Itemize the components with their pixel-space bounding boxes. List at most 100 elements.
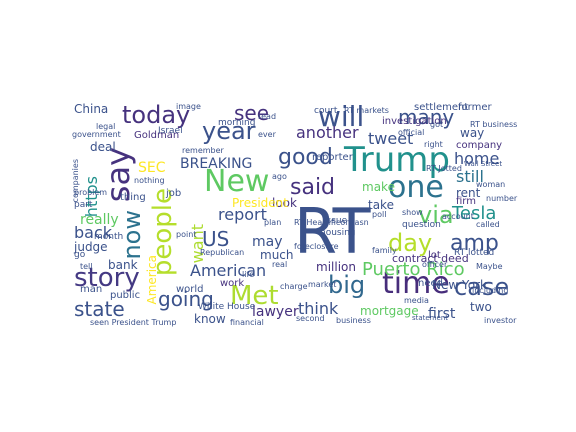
word-cloud-word: take bbox=[368, 198, 394, 212]
word-cloud-word: nothing bbox=[134, 176, 165, 185]
word-cloud-word: judge bbox=[74, 240, 108, 254]
word-cloud-word: story bbox=[74, 263, 140, 293]
word-cloud-word: remember bbox=[182, 146, 224, 155]
word-cloud-word: thing bbox=[120, 192, 146, 203]
word-cloud-word: show bbox=[402, 208, 423, 217]
word-cloud-word: second bbox=[296, 314, 325, 323]
word-cloud-word: settlement bbox=[414, 102, 469, 113]
word-cloud-word: Wall Street bbox=[464, 160, 503, 168]
word-cloud: RT Trump New say will one time people story today… bbox=[72, 101, 518, 327]
word-cloud-word: really bbox=[80, 212, 119, 228]
word-cloud-word: tweet bbox=[368, 129, 414, 148]
word-cloud-word: work bbox=[220, 278, 245, 289]
word-cloud-word: media bbox=[404, 296, 429, 305]
word-cloud-word: time bbox=[382, 266, 450, 301]
word-cloud-word: state bbox=[74, 297, 125, 321]
word-cloud-word: business bbox=[336, 316, 371, 325]
word-cloud-word: former bbox=[458, 102, 492, 113]
word-cloud-word: family bbox=[372, 246, 397, 255]
word-cloud-word: called bbox=[476, 220, 500, 229]
word-cloud-word: charge bbox=[280, 282, 308, 291]
word-cloud-word: Maybe bbox=[476, 262, 503, 271]
word-cloud-word: going bbox=[158, 287, 214, 311]
word-cloud-word: image bbox=[176, 102, 201, 111]
word-cloud-word: RT bbox=[294, 195, 371, 268]
word-cloud-word: Goldman bbox=[134, 130, 180, 141]
word-cloud-word: firm bbox=[456, 196, 476, 207]
word-cloud-word: lawyer bbox=[252, 304, 299, 320]
word-cloud-word: plan bbox=[264, 218, 282, 227]
word-cloud-word: read bbox=[258, 112, 277, 121]
word-cloud-word: RT lotted bbox=[454, 248, 495, 258]
word-cloud-word: report bbox=[218, 205, 267, 224]
word-cloud-word: one bbox=[388, 170, 444, 205]
word-cloud-word: government bbox=[72, 130, 121, 139]
word-cloud-word: world bbox=[176, 284, 204, 295]
word-cloud-word: New bbox=[204, 164, 270, 199]
word-cloud-word: month bbox=[94, 232, 124, 242]
word-cloud-word: mortgage bbox=[360, 304, 419, 318]
word-cloud-word: Trump bbox=[344, 140, 451, 180]
word-cloud-word: make bbox=[362, 180, 395, 194]
word-cloud-word: reporter bbox=[312, 152, 353, 163]
word-cloud-word: account bbox=[442, 212, 474, 221]
word-cloud-word: bank bbox=[108, 258, 138, 272]
word-cloud-word: President bbox=[232, 196, 288, 210]
word-cloud-word: think bbox=[298, 299, 339, 318]
word-cloud-word: big bbox=[328, 271, 366, 299]
word-cloud-word: way bbox=[460, 126, 485, 140]
word-cloud-word: problem bbox=[74, 188, 108, 197]
word-cloud-word: investor bbox=[484, 316, 517, 325]
word-cloud-word: financial bbox=[230, 318, 264, 327]
word-cloud-word: tell bbox=[80, 262, 93, 271]
word-cloud-word: rent bbox=[456, 186, 481, 200]
word-cloud-word: said bbox=[290, 175, 336, 200]
word-cloud-word: Republican bbox=[200, 248, 245, 257]
word-cloud-word: know bbox=[194, 312, 226, 326]
word-cloud-word: see bbox=[234, 101, 270, 125]
word-cloud-word: year bbox=[202, 117, 256, 145]
word-cloud-word: now bbox=[118, 209, 146, 260]
word-cloud-word: wasn bbox=[348, 218, 369, 227]
word-cloud-word: got bbox=[430, 120, 444, 129]
word-cloud-word: number bbox=[486, 194, 518, 203]
word-cloud-word: Met bbox=[230, 281, 279, 311]
word-cloud-word: woman bbox=[476, 180, 506, 189]
word-cloud-word: million bbox=[316, 260, 356, 274]
word-cloud-word: poll bbox=[372, 210, 387, 219]
word-cloud-word: may bbox=[252, 234, 283, 250]
word-cloud-word: good bbox=[278, 145, 333, 170]
word-cloud-word: Puerto Rico bbox=[362, 259, 465, 280]
word-cloud-word: BREAKING bbox=[180, 156, 253, 172]
word-cloud-word: America bbox=[145, 255, 159, 305]
word-cloud-word: go bbox=[74, 250, 86, 260]
word-cloud-word: today bbox=[122, 101, 191, 129]
word-cloud-word: man bbox=[80, 284, 103, 295]
word-cloud-word: first bbox=[428, 306, 456, 322]
word-cloud-word: RT business bbox=[470, 120, 518, 129]
word-cloud-word: ever bbox=[258, 130, 276, 139]
word-cloud-word: part bbox=[74, 200, 93, 210]
word-cloud-word: company bbox=[456, 140, 503, 151]
word-cloud-word: officer bbox=[422, 260, 448, 269]
word-cloud-word: another bbox=[296, 123, 359, 142]
word-cloud-word: companies bbox=[72, 158, 80, 203]
word-cloud-word: question bbox=[402, 220, 441, 230]
word-cloud-word: statement bbox=[412, 314, 449, 322]
word-cloud-word: many bbox=[398, 105, 455, 129]
word-cloud-word: back bbox=[74, 223, 113, 242]
word-cloud-word: including bbox=[472, 286, 509, 295]
word-cloud-word: market bbox=[308, 280, 337, 289]
word-cloud-word: China bbox=[74, 102, 109, 116]
word-cloud-word: public bbox=[110, 290, 141, 301]
word-cloud-word: US bbox=[202, 227, 230, 251]
word-cloud-word: SEC bbox=[138, 160, 166, 176]
word-cloud-word: foreclosure bbox=[294, 242, 339, 251]
word-cloud-word: real bbox=[272, 260, 288, 269]
word-cloud-word: issue bbox=[324, 216, 348, 226]
word-cloud-word: lot bbox=[428, 250, 441, 261]
word-cloud-word: look bbox=[272, 196, 297, 210]
word-cloud-word: much bbox=[260, 248, 294, 262]
word-cloud-word: court bbox=[314, 106, 338, 116]
word-cloud-word: ago bbox=[272, 172, 287, 181]
